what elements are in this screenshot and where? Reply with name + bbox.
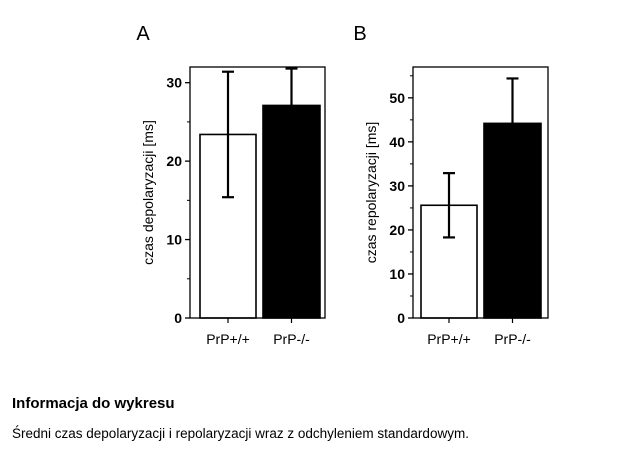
panel-label: B bbox=[353, 23, 366, 45]
y-tick-label: 30 bbox=[389, 178, 405, 194]
figure: A PrP+/+ PrP-/- 0 10 20 30 czas depolaryzacji [… bbox=[136, 23, 549, 347]
x-tick-label: PrP+/+ bbox=[206, 331, 250, 347]
y-tick-label: 10 bbox=[166, 232, 182, 248]
y-tick-label: 10 bbox=[389, 266, 405, 282]
panel-label: A bbox=[136, 23, 150, 45]
y-tick-label: 20 bbox=[389, 222, 405, 238]
y-tick-label: 0 bbox=[174, 310, 182, 326]
y-tick-label: 20 bbox=[166, 153, 182, 169]
panel-a: A PrP+/+ PrP-/- 0 10 20 30 czas depolaryzacji [… bbox=[136, 23, 326, 347]
caption-title: Informacja do wykresu bbox=[12, 395, 175, 412]
y-tick-label: 40 bbox=[389, 134, 405, 150]
y-tick-label: 30 bbox=[166, 75, 182, 91]
x-tick-label: PrP+/+ bbox=[427, 331, 471, 347]
y-axis-label: czas repolaryzacji [ms] bbox=[363, 122, 379, 264]
x-tick-label: PrP-/- bbox=[494, 331, 531, 347]
x-tick-label: PrP-/- bbox=[273, 331, 310, 347]
caption-text: Średni czas depolaryzacji i repolaryzacj… bbox=[12, 426, 469, 441]
y-tick-label: 50 bbox=[389, 90, 405, 106]
y-tick-label: 0 bbox=[397, 310, 405, 326]
panel-b: B PrP+/+ PrP-/- 0 10 20 30 40 50 czas repolaryzac… bbox=[353, 23, 549, 347]
y-axis-label: czas depolaryzacji [ms] bbox=[140, 120, 156, 265]
plot-frame bbox=[412, 66, 549, 319]
plot-frame bbox=[189, 66, 326, 319]
